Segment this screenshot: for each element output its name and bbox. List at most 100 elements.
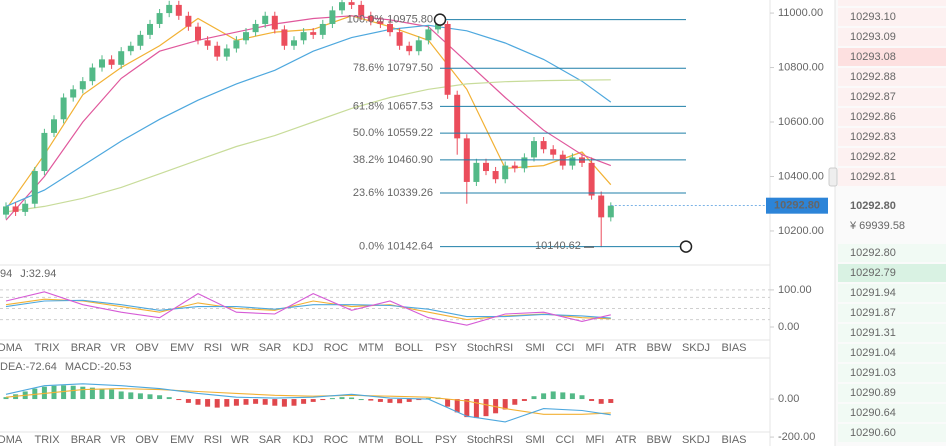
candle-body xyxy=(147,23,153,35)
candle-body xyxy=(137,34,144,46)
ask-row-bg xyxy=(838,48,946,66)
indicator-tab[interactable]: MTM xyxy=(358,342,383,354)
indicator-tab[interactable]: StochRSI xyxy=(467,434,513,446)
indicator-tab[interactable]: PSY xyxy=(435,342,458,354)
fib-level-label: 100.0% 10975.80 xyxy=(347,14,433,26)
indicator-tab[interactable]: BRAR xyxy=(71,434,102,446)
candle-body xyxy=(223,48,230,57)
macd-bar xyxy=(483,399,489,417)
indicator-tab[interactable]: KDJ xyxy=(293,342,314,354)
fib-level-label: 23.6% 10339.26 xyxy=(353,187,433,199)
indicator-tab[interactable]: SKDJ xyxy=(682,434,710,446)
indicator-tab[interactable]: PSY xyxy=(435,434,458,446)
candle-body xyxy=(329,10,336,24)
indicator-tab[interactable]: KDJ xyxy=(293,434,314,446)
candle-body xyxy=(204,40,211,46)
indicator-tab[interactable]: OBV xyxy=(135,434,159,446)
indicator-tab[interactable]: VR xyxy=(110,434,125,446)
indicator-tab[interactable]: BIAS xyxy=(721,434,746,446)
candle-body xyxy=(396,32,403,46)
indicator-tab[interactable]: WR xyxy=(231,434,249,446)
macd-bar xyxy=(329,398,335,400)
candle-body xyxy=(406,45,413,52)
candle-body xyxy=(12,206,19,212)
indicator-tab[interactable]: MTM xyxy=(358,434,383,446)
candle-body xyxy=(483,162,489,172)
indicator-tab[interactable]: RSI xyxy=(204,342,222,354)
bid-price: 10291.03 xyxy=(850,367,896,379)
indicator-line xyxy=(5,299,611,319)
indicator-tab[interactable]: OBV xyxy=(135,342,159,354)
bid-row-bg xyxy=(838,364,946,382)
indicator-tab[interactable]: SMI xyxy=(525,342,545,354)
indicator-tab[interactable]: ROC xyxy=(324,342,349,354)
candle-body xyxy=(214,45,221,57)
fib-level-label: 61.8% 10657.53 xyxy=(353,100,433,112)
indicator-tab[interactable]: RSI xyxy=(204,434,222,446)
candle-body xyxy=(175,4,182,16)
fib-level-label: 50.0% 10559.22 xyxy=(353,127,433,139)
indicator-tab[interactable]: ATR xyxy=(615,434,636,446)
indicator-tab[interactable]: TRIX xyxy=(34,342,60,354)
indicator-tab[interactable]: TRIX xyxy=(34,434,60,446)
collapse-button[interactable] xyxy=(828,167,838,187)
fib-handle[interactable] xyxy=(433,13,447,26)
low-price-label: 10140.62 xyxy=(535,240,581,252)
candle-body xyxy=(348,2,355,5)
candle-body xyxy=(310,32,317,35)
macd-bar xyxy=(99,388,105,400)
indicator-tab[interactable]: EMV xyxy=(170,434,195,446)
indicator-line xyxy=(5,298,611,321)
indicator-tab[interactable]: WR xyxy=(231,342,249,354)
ask-price: 10293.09 xyxy=(850,31,896,43)
indicator-tab[interactable]: BOLL xyxy=(395,342,423,354)
candle-body xyxy=(3,206,9,215)
macd-bar xyxy=(310,399,316,402)
ask-price: 10293.11 xyxy=(850,0,895,3)
indicator-tab[interactable]: EMV xyxy=(170,342,195,354)
ask-price: 10293.10 xyxy=(850,11,896,23)
ask-price: 10292.81 xyxy=(850,171,896,183)
indicator-tab[interactable]: SAR xyxy=(259,342,282,354)
macd-bar xyxy=(589,399,595,401)
indicator-tab[interactable]: MFI xyxy=(586,342,605,354)
macd-line xyxy=(5,383,611,423)
indicator-tab[interactable]: MFI xyxy=(586,434,605,446)
fib-level-label: 78.6% 10797.50 xyxy=(353,62,433,74)
moving-average-line xyxy=(5,15,612,221)
ask-row-bg xyxy=(838,148,946,166)
indicator-tab[interactable]: BOLL xyxy=(395,434,423,446)
bid-row-bg xyxy=(838,384,946,402)
indicator-tab[interactable]: DMA xyxy=(0,342,23,354)
macd-bar xyxy=(445,399,451,407)
bid-price: 10291.31 xyxy=(850,327,896,339)
indicator-tab[interactable]: StochRSI xyxy=(467,342,513,354)
macd-bar xyxy=(281,399,287,407)
macd-bar xyxy=(339,397,345,400)
candle-body xyxy=(319,23,326,35)
macd-bar xyxy=(3,397,9,400)
ask-row-bg xyxy=(838,168,946,186)
indicator-tab[interactable]: DMA xyxy=(0,434,23,446)
fib-handle[interactable] xyxy=(679,240,693,253)
indicator-tab[interactable]: BBW xyxy=(646,342,672,354)
indicator-tab[interactable]: SMI xyxy=(525,434,545,446)
macd-bar xyxy=(320,399,326,401)
bid-price: 10290.89 xyxy=(850,387,896,399)
indicator-tab[interactable]: BIAS xyxy=(721,342,746,354)
indicator-tab[interactable]: ROC xyxy=(324,434,349,446)
indicator-tab[interactable]: SKDJ xyxy=(682,342,710,354)
indicator-tab[interactable]: ATR xyxy=(615,342,636,354)
macd-bar xyxy=(185,399,191,403)
macd-bar xyxy=(137,393,143,400)
candle-body xyxy=(300,32,307,41)
macd-bar xyxy=(195,399,201,405)
indicator-tab[interactable]: CCI xyxy=(556,342,575,354)
indicator-tab[interactable]: BBW xyxy=(646,434,672,446)
candle-body xyxy=(291,40,297,46)
indicator-tab[interactable]: SAR xyxy=(259,434,282,446)
indicator-tab[interactable]: CCI xyxy=(556,434,575,446)
indicator-tab[interactable]: BRAR xyxy=(71,342,102,354)
macd-bar xyxy=(521,399,527,401)
indicator-tab[interactable]: VR xyxy=(110,342,125,354)
